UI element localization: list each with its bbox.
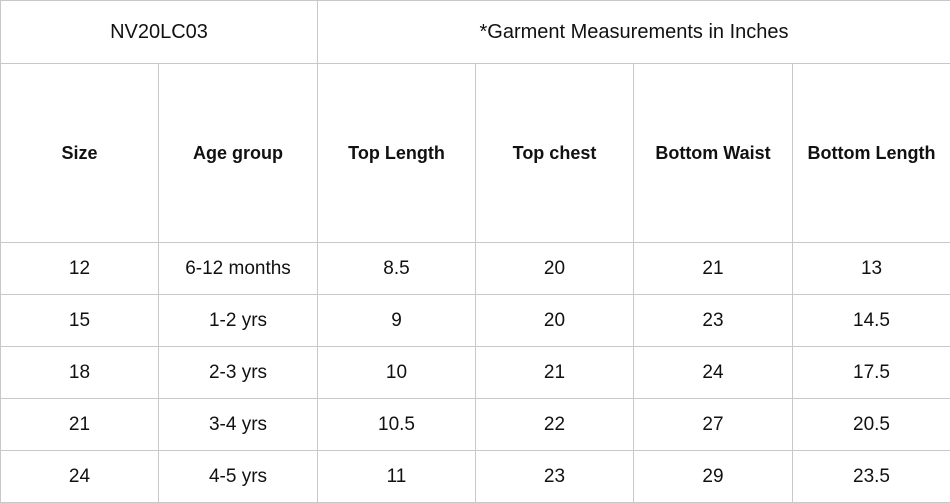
cell: 22	[476, 399, 634, 451]
cell: 8.5	[318, 243, 476, 295]
cell: 2-3 yrs	[159, 347, 318, 399]
cell: 12	[1, 243, 159, 295]
cell: 14.5	[793, 295, 950, 347]
column-header: Bottom Length	[793, 64, 950, 243]
cell: 24	[1, 451, 159, 503]
cell: 3-4 yrs	[159, 399, 318, 451]
cell: 23.5	[793, 451, 950, 503]
cell: 20	[476, 243, 634, 295]
cell: 29	[634, 451, 793, 503]
cell: 23	[476, 451, 634, 503]
cell: 9	[318, 295, 476, 347]
column-header: Size	[1, 64, 159, 243]
cell: 23	[634, 295, 793, 347]
table-title: *Garment Measurements in Inches	[318, 1, 950, 64]
cell: 6-12 months	[159, 243, 318, 295]
column-header: Bottom Waist	[634, 64, 793, 243]
cell: 17.5	[793, 347, 950, 399]
cell: 10.5	[318, 399, 476, 451]
cell: 21	[1, 399, 159, 451]
cell: 21	[634, 243, 793, 295]
column-header: Top chest	[476, 64, 634, 243]
cell: 18	[1, 347, 159, 399]
product-code: NV20LC03	[1, 1, 318, 64]
cell: 11	[318, 451, 476, 503]
cell: 4-5 yrs	[159, 451, 318, 503]
cell: 13	[793, 243, 950, 295]
cell: 10	[318, 347, 476, 399]
cell: 1-2 yrs	[159, 295, 318, 347]
title-row: NV20LC03 *Garment Measurements in Inches	[1, 1, 950, 64]
cell: 21	[476, 347, 634, 399]
cell: 27	[634, 399, 793, 451]
cell: 24	[634, 347, 793, 399]
column-header: Age group	[159, 64, 318, 243]
cell: 15	[1, 295, 159, 347]
cell: 20	[476, 295, 634, 347]
cell: 20.5	[793, 399, 950, 451]
column-header: Top Length	[318, 64, 476, 243]
